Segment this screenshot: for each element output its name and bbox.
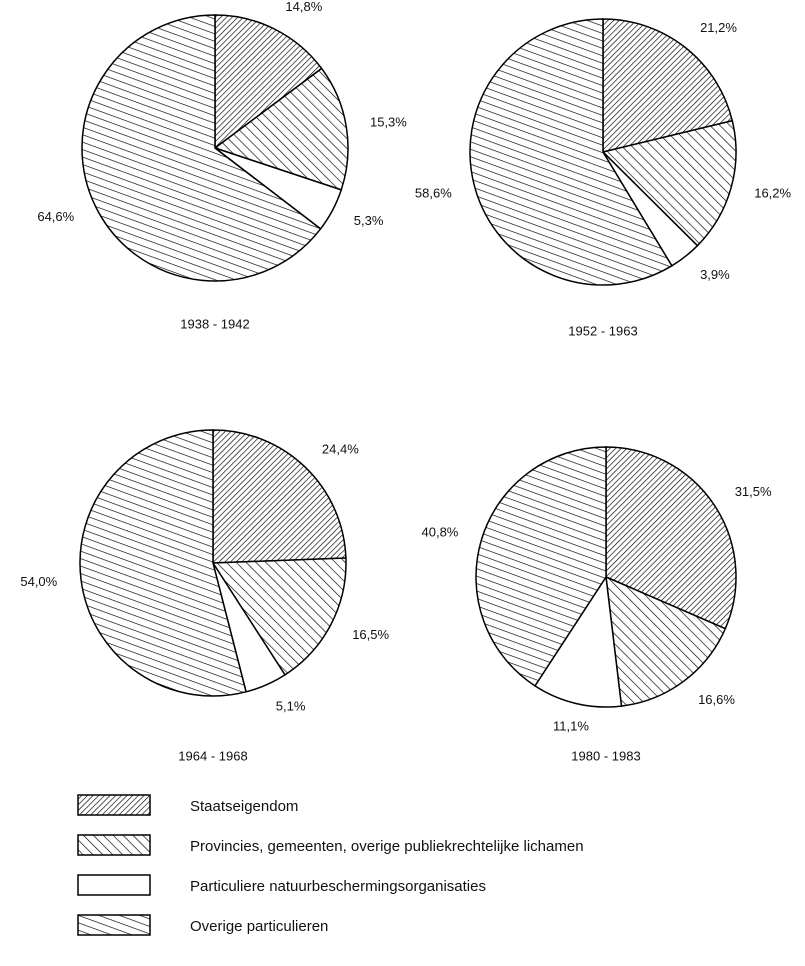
slice-label: 54,0% xyxy=(20,574,57,589)
legend-label: Particuliere natuurbeschermingsorganisat… xyxy=(190,878,486,895)
slice-label: 24,4% xyxy=(322,441,359,456)
legend-label: Provincies, gemeenten, overige publiekre… xyxy=(190,838,584,855)
pie-slice xyxy=(79,429,247,697)
slice-label: 58,6% xyxy=(415,186,452,201)
pie-slice xyxy=(605,446,737,630)
pie-slice xyxy=(469,18,673,286)
legend-swatch xyxy=(77,914,151,936)
pie-slice xyxy=(213,67,349,191)
slice-label: 64,6% xyxy=(37,209,74,224)
slice-label: 16,5% xyxy=(352,627,389,642)
pie-slice xyxy=(475,446,607,687)
pie-title: 1980 - 1983 xyxy=(571,748,640,763)
legend-swatch xyxy=(77,834,151,856)
pie-slice xyxy=(81,14,322,282)
pie-slice xyxy=(602,18,734,153)
slice-label: 16,6% xyxy=(698,692,735,707)
slice-label: 3,9% xyxy=(700,267,730,282)
slice-label: 5,1% xyxy=(276,698,306,713)
pie-slice xyxy=(214,14,323,150)
pie-slice xyxy=(605,575,727,707)
pie-title: 1964 - 1968 xyxy=(178,748,247,763)
pie-title: 1938 - 1942 xyxy=(180,316,249,331)
pie-slice xyxy=(212,429,347,564)
slice-label: 40,8% xyxy=(422,525,459,540)
slice-label: 21,2% xyxy=(700,20,737,35)
legend-swatch xyxy=(77,794,151,816)
pie-slice xyxy=(601,119,737,247)
pie-slice xyxy=(533,574,623,708)
slice-label: 31,5% xyxy=(735,484,772,499)
legend-label: Overige particulieren xyxy=(190,918,328,935)
slice-label: 11,1% xyxy=(553,718,589,733)
slice-label: 16,2% xyxy=(754,186,791,201)
legend-swatch xyxy=(77,874,151,896)
pie-title: 1952 - 1963 xyxy=(568,323,637,338)
pie-slice xyxy=(211,557,347,676)
legend-label: Staatseigendom xyxy=(190,798,298,815)
slice-label: 15,3% xyxy=(370,114,407,129)
slice-label: 5,3% xyxy=(354,213,384,228)
slice-label: 14,8% xyxy=(285,0,322,14)
